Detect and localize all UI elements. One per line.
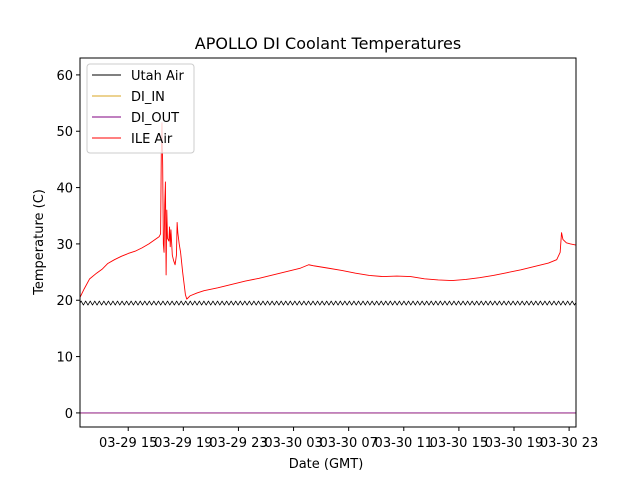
y-tick-label: 10 (56, 351, 73, 366)
x-tick-label: 03-30 23 (540, 436, 598, 451)
x-axis-label: Date (GMT) (289, 457, 364, 472)
series-layer (80, 122, 576, 414)
y-tick-label: 40 (56, 182, 73, 197)
y-tick-label: 60 (56, 69, 73, 84)
y-tick-label: 30 (56, 238, 73, 253)
x-tick-label: 03-30 15 (430, 436, 488, 451)
legend-label-ile-air: ILE Air (131, 132, 173, 147)
legend-label-di-in: DI_IN (131, 90, 165, 105)
x-tick-label: 03-29 15 (99, 436, 157, 451)
legend-box (86, 63, 195, 154)
y-axis: 0 10 20 30 40 50 60 (56, 69, 80, 422)
x-tick-label: 03-30 07 (319, 436, 377, 451)
y-tick-label: 0 (65, 407, 73, 422)
plot-area-frame (79, 57, 577, 428)
x-tick-label: 03-29 19 (154, 436, 212, 451)
x-tick-label: 03-29 23 (209, 436, 267, 451)
series-line-utah-air (80, 300, 576, 306)
legend-label-di-out: DI_OUT (131, 111, 179, 126)
series-line-ile-air (80, 122, 576, 300)
x-tick-label: 03-30 11 (375, 436, 433, 451)
x-tick-label: 03-30 03 (264, 436, 322, 451)
legend-label-utah-air: Utah Air (131, 69, 184, 84)
y-axis-label: Temperature (C) (32, 189, 47, 296)
chart-title: APOLLO DI Coolant Temperatures (195, 34, 461, 53)
x-tick-label: 03-30 19 (485, 436, 543, 451)
y-tick-label: 50 (56, 125, 73, 140)
y-tick-label: 20 (56, 294, 73, 309)
legend: Utah Air DI_IN DI_OUT ILE Air (86, 63, 195, 154)
